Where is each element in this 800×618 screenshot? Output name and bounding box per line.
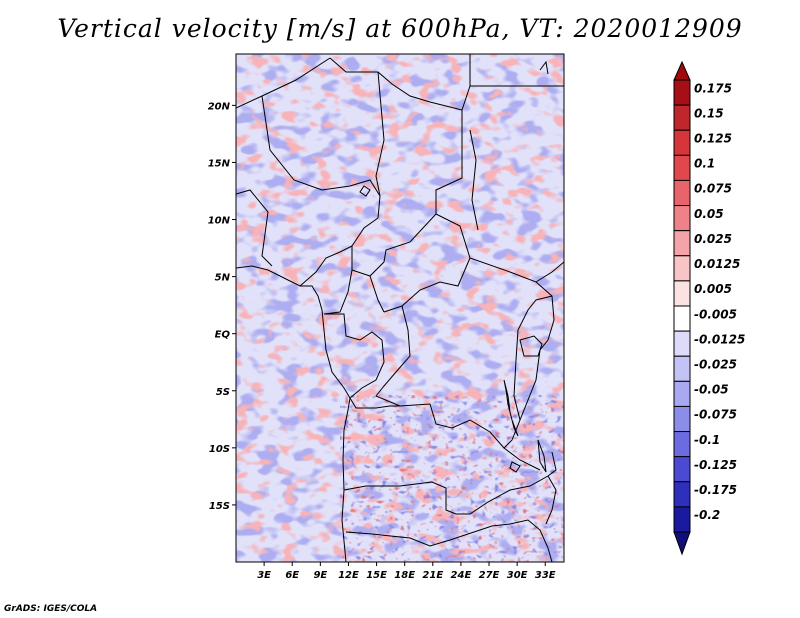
colorbar-swatch <box>673 179 691 207</box>
colorbar-legend: 0.175 0.15 0.125 0.1 0.075 0.05 0.025 0.0125 0.0… <box>673 60 745 556</box>
border-angola <box>343 397 470 515</box>
lake-victoria <box>519 335 543 357</box>
border-south <box>345 519 553 562</box>
border-nigeria <box>236 189 353 287</box>
colorbar-label: -0.025 <box>694 358 737 372</box>
colorbar-swatch <box>673 380 691 407</box>
lon-label: 30E <box>507 570 528 581</box>
lon-label: 27E <box>479 570 500 581</box>
colorbar-swatch <box>673 481 691 508</box>
country-borders <box>236 54 564 562</box>
colorbar-label: 0.05 <box>694 207 724 221</box>
colorbar-swatch <box>673 255 691 282</box>
colorbar-bottom-arrow <box>673 531 691 556</box>
border-sudan <box>435 85 564 283</box>
border-congo <box>324 313 385 399</box>
border-zambia <box>469 447 557 515</box>
lon-label: 33E <box>535 570 556 581</box>
border-drc <box>375 295 553 449</box>
map-frame <box>235 53 565 563</box>
colorbar-swatch <box>673 205 691 232</box>
lat-label: EQ <box>215 330 231 341</box>
velocity-field <box>236 54 564 562</box>
colorbar-label: 0.075 <box>694 182 732 196</box>
border-car <box>383 257 471 331</box>
border-mozambique <box>545 475 557 525</box>
colorbar-label: 0.175 <box>694 81 732 95</box>
colorbar-top-arrow <box>673 60 691 81</box>
colorbar-swatch <box>673 154 691 181</box>
colorbar-swatch <box>673 129 691 156</box>
colorbar-swatch <box>673 104 691 131</box>
colorbar-label: 0.125 <box>694 132 732 146</box>
longitude-axis: 3E 6E 9E 12E 15E 18E 21E 24E 27E 30E 33E <box>257 562 556 581</box>
colorbar-label: 0.15 <box>694 106 724 120</box>
colorbar-swatch <box>673 230 691 257</box>
lake-mweru <box>509 461 521 473</box>
lat-label: 15S <box>209 501 230 512</box>
lat-label: 10N <box>208 216 231 227</box>
latitude-axis: 20N 15N 10N 5N EQ 5S 10S 15S <box>208 101 236 512</box>
lake-tanganyika <box>503 379 519 437</box>
colorbar-label: -0.125 <box>694 458 737 472</box>
lon-label: 9E <box>313 570 327 581</box>
colorbar-swatch <box>673 355 691 382</box>
river-nile <box>469 129 479 231</box>
lat-label: 5S <box>216 387 230 398</box>
colorbar-label: -0.1 <box>694 433 720 447</box>
border-cameroon <box>323 269 385 315</box>
colorbar-label: -0.05 <box>694 383 729 397</box>
border-niger <box>261 95 381 219</box>
colorbar-label: -0.0125 <box>694 332 745 346</box>
lon-label: 24E <box>451 570 472 581</box>
colorbar-label: -0.2 <box>694 508 720 522</box>
border-libya <box>329 57 463 214</box>
colorbar-swatch <box>673 506 691 533</box>
colorbar-swatch <box>673 79 691 106</box>
colorbar-label: 0.0125 <box>694 257 740 271</box>
lat-label: 20N <box>208 101 231 112</box>
chart-title: Vertical velocity [m/s] at 600hPa, VT: 2… <box>57 14 743 43</box>
lon-label: 18E <box>394 570 415 581</box>
lon-label: 12E <box>338 570 359 581</box>
lake-malawi <box>537 439 547 473</box>
lat-label: 15N <box>208 158 231 169</box>
border-west-algeria <box>236 57 331 109</box>
lon-label: 3E <box>257 570 271 581</box>
lat-label: 10S <box>209 444 230 455</box>
colorbar-swatch <box>673 305 691 332</box>
border-east <box>519 281 555 421</box>
lon-label: 6E <box>285 570 299 581</box>
colorbar-label: -0.175 <box>694 483 737 497</box>
colorbar-swatch <box>673 456 691 483</box>
colorbar-swatch <box>673 431 691 458</box>
grads-credit: GrADS: IGES/COLA <box>4 604 98 614</box>
lon-label: 15E <box>366 570 387 581</box>
colorbar-label: 0.1 <box>694 157 715 171</box>
lat-label: 5N <box>215 273 231 284</box>
colorbar-label: -0.075 <box>694 408 737 422</box>
colorbar-label: 0.005 <box>694 282 732 296</box>
colorbar-label: -0.005 <box>694 307 737 321</box>
lon-label: 21E <box>422 570 443 581</box>
colorbar-swatch <box>673 330 691 357</box>
lake-chad <box>359 185 371 197</box>
colorbar-swatch <box>673 405 691 433</box>
colorbar-swatch <box>673 280 691 307</box>
colorbar-label: 0.025 <box>694 232 732 246</box>
coastline <box>236 265 351 562</box>
sinai <box>539 60 549 75</box>
